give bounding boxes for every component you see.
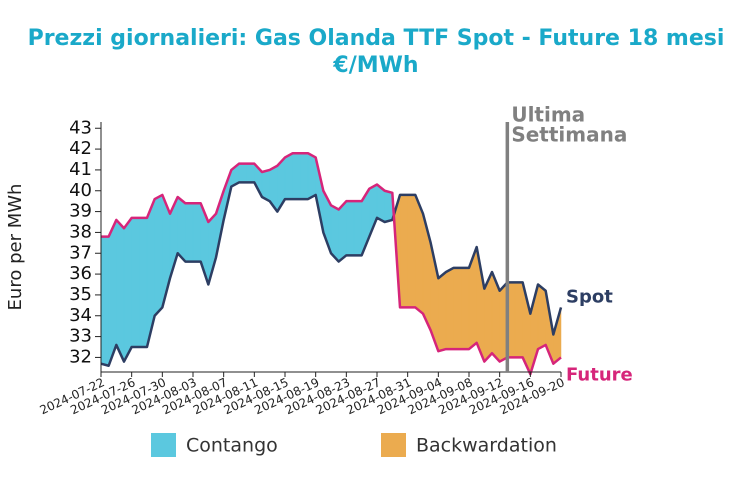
legend-swatch: [381, 433, 406, 457]
chart-title: Prezzi giornalieri: Gas Olanda TTF Spot …: [28, 26, 725, 51]
spread-fill: [131, 217, 140, 348]
series-end-label: Future: [566, 364, 633, 385]
spread-fill: [407, 194, 416, 308]
legend-label: Contango: [186, 435, 278, 457]
series-end-label: Spot: [566, 286, 613, 307]
series-line: [101, 152, 562, 376]
spread-fill: [307, 152, 316, 200]
spread-fill: [284, 152, 293, 200]
legend-swatch: [151, 433, 176, 457]
legend-label: Backwardation: [416, 435, 557, 457]
spread-fill: [300, 153, 309, 200]
spread-fill: [154, 194, 163, 317]
fills: [100, 152, 562, 375]
y-tick-label: 34: [69, 305, 92, 326]
spread-fill: [192, 203, 201, 262]
y-tick-label: 43: [69, 117, 92, 138]
y-tick-label: 42: [69, 138, 92, 159]
y-tick-label: 36: [69, 263, 92, 284]
y-tick-label: 32: [69, 346, 92, 367]
y-tick-label: 35: [69, 284, 92, 305]
spread-fill: [438, 271, 447, 352]
series-line: [100, 181, 563, 367]
spread-fill: [537, 283, 546, 350]
y-tick-label: 40: [69, 180, 92, 201]
spread-fill: [384, 190, 393, 223]
spread-fill: [100, 236, 109, 367]
spread-fill: [514, 282, 523, 358]
spread-fill: [238, 163, 247, 183]
chart-subtitle: €/MWh: [332, 53, 418, 78]
spread-fill: [123, 217, 132, 362]
y-tick-label: 33: [69, 326, 92, 347]
spread-fill: [139, 217, 148, 348]
annotation-text: Settimana: [511, 123, 627, 147]
y-tick-label: 39: [69, 201, 92, 222]
spread-fill: [292, 153, 301, 200]
spread-fill: [108, 219, 117, 366]
spread-fill: [338, 200, 347, 263]
spread-fill: [453, 267, 462, 350]
spread-fill: [346, 200, 355, 256]
spread-fill: [246, 163, 255, 183]
y-tick-label: 37: [69, 242, 92, 263]
y-tick-label: 38: [69, 221, 92, 242]
spread-fill: [177, 196, 186, 263]
spread-fill: [353, 200, 362, 256]
spread-fill: [116, 219, 125, 362]
y-tick-label: 41: [69, 159, 92, 180]
spread-fill: [461, 267, 470, 350]
spread-fill: [445, 267, 454, 350]
y-axis-label: Euro per MWh: [5, 184, 26, 311]
spread-fill: [399, 194, 408, 308]
annotation-text: Ultima: [511, 103, 585, 127]
spread-fill: [185, 203, 194, 262]
